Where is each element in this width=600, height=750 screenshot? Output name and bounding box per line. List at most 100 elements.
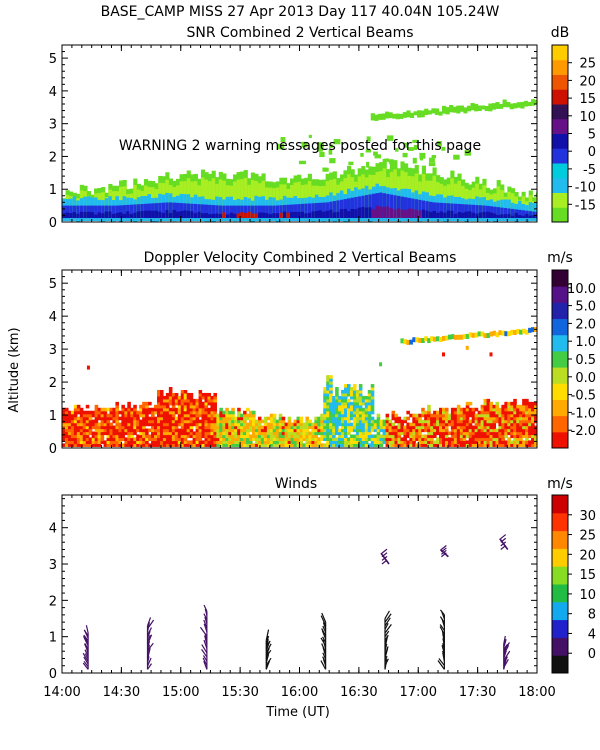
doppler-cell xyxy=(177,401,182,406)
snr-cell xyxy=(176,211,181,219)
wind-barb xyxy=(500,545,507,550)
snr-cell xyxy=(414,218,419,222)
doppler-cell xyxy=(397,437,402,442)
snr-cell xyxy=(268,214,273,219)
doppler-cell xyxy=(159,434,164,439)
doppler-cell xyxy=(290,431,295,436)
doppler-cell xyxy=(237,431,241,436)
doppler-cell xyxy=(73,434,78,439)
doppler-cell xyxy=(198,389,203,394)
snr-cell xyxy=(463,107,468,114)
snr-cell xyxy=(65,212,70,219)
snr-cell xyxy=(265,218,270,222)
doppler-cell xyxy=(373,419,378,424)
doppler-cell xyxy=(379,443,384,447)
doppler-cell xyxy=(507,331,511,337)
doppler-cell xyxy=(151,416,155,421)
doppler-cell xyxy=(88,428,93,433)
doppler-cell xyxy=(222,443,226,447)
doppler-cell xyxy=(459,413,464,418)
snr-cell xyxy=(408,147,414,151)
doppler-cell xyxy=(269,434,274,439)
doppler-cell xyxy=(79,419,84,424)
doppler-cell xyxy=(513,431,517,436)
doppler-cell xyxy=(165,425,170,430)
doppler-cell xyxy=(522,416,526,421)
snr-cell xyxy=(471,212,476,219)
doppler-cell xyxy=(480,416,485,421)
doppler-cell xyxy=(240,422,244,427)
doppler-cell xyxy=(249,425,253,430)
doppler-cell xyxy=(439,419,443,424)
doppler-cell xyxy=(293,434,298,439)
doppler-cell xyxy=(498,443,502,447)
doppler-cell xyxy=(171,401,176,406)
doppler-cell xyxy=(326,428,330,433)
colorbar-swatch xyxy=(552,399,568,417)
doppler-cell xyxy=(189,416,194,421)
doppler-cell xyxy=(367,431,372,436)
doppler-cell xyxy=(444,437,449,442)
doppler-cell xyxy=(254,440,259,444)
doppler-cell xyxy=(504,419,508,424)
snr-cell xyxy=(300,211,305,219)
doppler-cell xyxy=(519,422,523,427)
doppler-cell xyxy=(332,416,336,421)
doppler-cell xyxy=(507,428,511,433)
doppler-cell xyxy=(207,407,212,412)
doppler-cell xyxy=(427,416,431,421)
doppler-cell xyxy=(447,422,452,427)
doppler-cell xyxy=(376,419,381,424)
doppler-cell xyxy=(531,440,535,444)
doppler-cell xyxy=(403,419,407,424)
snr-cell xyxy=(286,212,291,219)
doppler-cell xyxy=(424,336,428,342)
doppler-cell xyxy=(115,407,120,412)
doppler-cell xyxy=(462,416,467,421)
doppler-cell xyxy=(177,395,182,400)
doppler-cell xyxy=(323,398,327,403)
doppler-cell xyxy=(364,413,369,418)
doppler-cell xyxy=(531,425,535,430)
doppler-cell xyxy=(344,384,348,388)
doppler-cell xyxy=(364,428,369,433)
snr-cell xyxy=(496,218,501,222)
doppler-cell xyxy=(341,443,345,447)
snr-cell xyxy=(418,210,423,219)
doppler-cell xyxy=(370,425,375,430)
doppler-cell xyxy=(489,425,494,430)
snr-cell xyxy=(211,205,216,221)
snr-cell xyxy=(528,215,533,219)
doppler-cell xyxy=(168,431,173,436)
doppler-cell xyxy=(121,416,125,421)
snr-cell xyxy=(496,207,501,221)
doppler-cell xyxy=(358,437,363,442)
doppler-cell xyxy=(252,416,256,421)
colorbar-label: -10 xyxy=(575,181,596,196)
doppler-cell xyxy=(311,443,315,447)
doppler-cell xyxy=(367,425,372,430)
snr-cell xyxy=(400,218,405,222)
colorbar-swatch xyxy=(552,59,568,75)
doppler-cell xyxy=(519,419,523,424)
snr-cell xyxy=(528,202,533,218)
doppler-cell xyxy=(76,422,81,427)
doppler-cell xyxy=(341,416,345,421)
doppler-cell xyxy=(471,407,476,412)
doppler-cell xyxy=(82,425,87,430)
snr-cell xyxy=(474,103,479,112)
doppler-cell xyxy=(480,422,485,427)
snr-cell xyxy=(225,214,231,219)
doppler-cell xyxy=(323,422,327,427)
doppler-cell xyxy=(335,389,339,394)
doppler-cell xyxy=(400,428,405,433)
doppler-cell xyxy=(367,413,372,418)
doppler-cell xyxy=(474,431,479,436)
doppler-cell xyxy=(168,422,173,427)
doppler-cell xyxy=(477,434,482,439)
doppler-cell xyxy=(349,425,354,430)
doppler-cell xyxy=(100,428,105,433)
doppler-cell xyxy=(483,428,488,433)
doppler-cell xyxy=(296,431,301,436)
doppler-cell xyxy=(501,413,505,418)
